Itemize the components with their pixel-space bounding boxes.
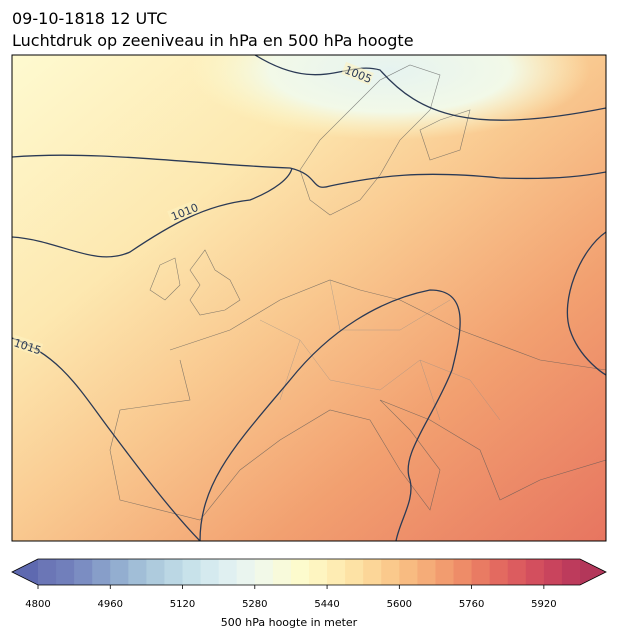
colorbar-segment — [200, 559, 220, 585]
colorbar-extend-under — [12, 559, 38, 585]
colorbar-tick-label: 5440 — [314, 599, 339, 610]
colorbar-segment — [74, 559, 93, 585]
colorbar-segment — [561, 559, 581, 585]
colorbar-segment — [417, 559, 436, 585]
colorbar-tick-label: 4960 — [98, 599, 123, 610]
isobar — [254, 55, 606, 121]
colorbar-segment — [525, 559, 545, 585]
coastline — [149, 249, 241, 316]
colorbar-segment — [543, 559, 563, 585]
map-frame — [11, 54, 607, 542]
colorbar-segment — [164, 559, 184, 585]
colorbar-segment — [56, 559, 75, 585]
title-line-1: 09-10-1818 12 UTC — [12, 9, 167, 28]
title-line-2: Luchtdruk op zeeniveau in hPa en 500 hPa… — [12, 31, 414, 50]
colorbar-segment — [38, 559, 57, 585]
colorbar-segment — [345, 559, 364, 585]
colorbar-segment — [236, 559, 256, 585]
colorbar: 4800 4960 5120 5280 5440 5600 5760 5920 500 hPa … — [11, 558, 607, 629]
colorbar-segment — [309, 559, 328, 585]
colorbar-segment — [128, 559, 147, 585]
colorbar-segment — [453, 559, 473, 585]
country-border — [259, 279, 501, 421]
colorbar-segment — [146, 559, 165, 585]
colorbar-segment — [182, 559, 202, 585]
colorbar-tick-label: 5760 — [459, 599, 484, 610]
isobar-label-bg — [341, 61, 374, 86]
colorbar-segment — [110, 559, 129, 585]
isobar — [12, 154, 606, 188]
coastline — [109, 279, 606, 521]
colorbar-segment — [272, 559, 292, 585]
colorbar-segment — [471, 559, 491, 585]
colorbar-tick-label: 5280 — [242, 599, 267, 610]
colorbar-segment — [327, 559, 346, 585]
isobar — [199, 289, 461, 541]
colorbar-segment — [489, 559, 509, 585]
colorbar-segment — [92, 559, 111, 585]
colorbar-extend-over — [580, 559, 606, 585]
colorbar-segment — [290, 559, 310, 585]
colorbar-tick-label: 5600 — [387, 599, 412, 610]
colorbar-segment — [399, 559, 418, 585]
isobar — [566, 231, 606, 376]
colorbar-segment — [218, 559, 238, 585]
colorbar-segment — [254, 559, 274, 585]
colorbar-label: 500 hPa hoogte in meter — [221, 616, 358, 629]
isobar-label-bg — [167, 200, 200, 224]
low-height-area — [190, 55, 590, 140]
colorbar-tick-label: 4800 — [25, 599, 50, 610]
colorbar-outline — [11, 558, 607, 586]
isobar — [12, 337, 201, 541]
isobar — [12, 167, 293, 258]
colorbar-tick-label: 5920 — [531, 599, 556, 610]
colorbar-segment — [381, 559, 400, 585]
colorbar-segment — [435, 559, 455, 585]
height-field — [12, 55, 606, 541]
colorbar-segment — [507, 559, 527, 585]
coastline — [299, 64, 471, 216]
colorbar-tick-label: 5120 — [170, 599, 195, 610]
colorbar-segment — [363, 559, 382, 585]
isobar-label-bg — [12, 334, 44, 357]
